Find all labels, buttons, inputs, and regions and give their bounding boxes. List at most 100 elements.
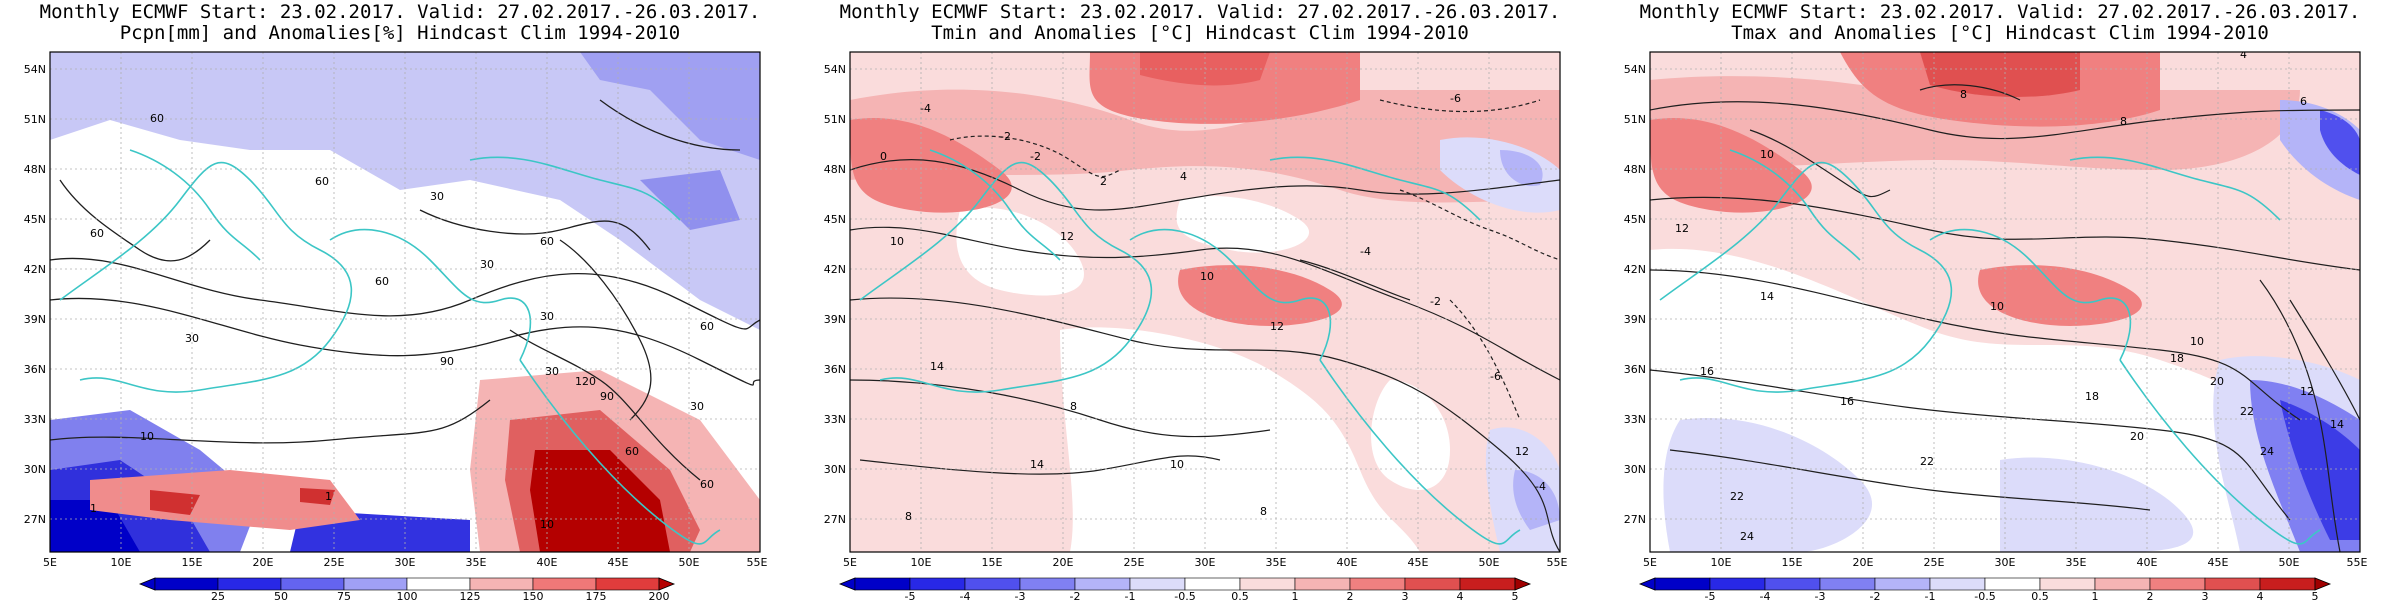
- colorbar-label: 5: [1512, 590, 1519, 600]
- contour-label: 20: [2210, 375, 2224, 388]
- colorbar-segment: [2094, 577, 2151, 591]
- contour-label: 22: [1920, 455, 1934, 468]
- lon-label: 50E: [1479, 556, 1500, 569]
- lon-label: 50E: [679, 556, 700, 569]
- colorbar-label: -3: [1815, 590, 1826, 600]
- contour-label: 10: [540, 518, 554, 531]
- colorbar-segment: [909, 577, 966, 591]
- colorbar-arrow-left: [138, 577, 156, 591]
- contour-label: 60: [540, 235, 554, 248]
- anomaly-shading: [150, 490, 200, 515]
- colorbar-arrow-right: [1514, 577, 1532, 591]
- anomaly-shading: [90, 470, 360, 530]
- contour-label: -4: [1360, 245, 1371, 258]
- contour-label-group: -6 -4 -2 0 2 -2 4 10 12 14 8 10 12 14 -4…: [880, 92, 1546, 523]
- colorbar-arrow-left: [838, 577, 856, 591]
- axis-labels: 54N 51N 48N 45N 42N 39N 36N 33N 30N 27N …: [24, 63, 768, 569]
- lat-label: 30N: [824, 463, 846, 476]
- anomaly-shading: [300, 488, 335, 505]
- colorbar-segment: [1654, 577, 1711, 591]
- contour-label: 30: [545, 365, 559, 378]
- lon-label: 40E: [2137, 556, 2158, 569]
- lon-label: 50E: [2279, 556, 2300, 569]
- panel-tmax: Monthly ECMWF Start: 23.02.2017. Valid: …: [1600, 0, 2400, 600]
- panel-title-line2: Tmax and Anomalies [°C] Hindcast Clim 19…: [1731, 22, 2269, 44]
- colorbar-label: -2: [1870, 590, 1881, 600]
- contour-label: 18: [2085, 390, 2099, 403]
- panel-title-line1: Monthly ECMWF Start: 23.02.2017. Valid: …: [839, 1, 1561, 23]
- contour-label: 8: [2120, 115, 2127, 128]
- contour-label: -4: [920, 102, 931, 115]
- contour-label: -4: [1535, 480, 1546, 493]
- map-frame: [849, 51, 1561, 553]
- coastline: [59, 149, 721, 545]
- contour-label: 60: [700, 478, 714, 491]
- lon-label: 15E: [1782, 556, 1803, 569]
- coastline: [1659, 149, 2321, 545]
- lon-label: 45E: [1408, 556, 1429, 569]
- colorbar-segment: [1929, 577, 1986, 591]
- colorbar-segment: [1294, 577, 1351, 591]
- colorbar-label: -1: [1925, 590, 1936, 600]
- colorbar-segment: [854, 577, 911, 591]
- colorbar-label: 50: [274, 590, 288, 600]
- lon-label: 10E: [1711, 556, 1732, 569]
- anomaly-shading: [2320, 110, 2360, 175]
- panel-precipitation: Monthly ECMWF Start: 23.02.2017. Valid: …: [0, 0, 800, 600]
- lon-label: 35E: [2066, 556, 2087, 569]
- colorbar-label: -2: [1070, 590, 1081, 600]
- anomaly-shading: [580, 52, 760, 160]
- colorbar-label: 1: [2092, 590, 2099, 600]
- contour-label: -6: [1490, 370, 1501, 383]
- colorbar-segment: [1074, 577, 1131, 591]
- lat-label: 54N: [1624, 63, 1646, 76]
- contour-label: 2: [1100, 175, 1107, 188]
- colorbar-label: -5: [905, 590, 916, 600]
- contour-label: 0: [880, 150, 887, 163]
- lat-label: 45N: [824, 213, 846, 226]
- contour-label: 24: [1740, 530, 1754, 543]
- axis-labels: 54N 51N 48N 45N 42N 39N 36N 33N 30N 27N …: [1624, 63, 2368, 569]
- lon-label: 45E: [2208, 556, 2229, 569]
- lon-label: 45E: [608, 556, 629, 569]
- lat-label: 30N: [1624, 463, 1646, 476]
- lon-label: 25E: [1924, 556, 1945, 569]
- contour-label: 12: [1060, 230, 1074, 243]
- lon-label: 30E: [1995, 556, 2016, 569]
- colorbar-label: 200: [649, 590, 670, 600]
- lat-label: 36N: [824, 363, 846, 376]
- anomaly-shading: [1500, 150, 1543, 186]
- contour-label: 12: [1270, 320, 1284, 333]
- lon-label: 25E: [324, 556, 345, 569]
- colorbar-arrow-right: [2314, 577, 2332, 591]
- contour-label: 120: [575, 375, 596, 388]
- colorbar-label: 125: [460, 590, 481, 600]
- coastline: [859, 149, 1521, 545]
- lon-label: 15E: [982, 556, 1003, 569]
- lon-label: 20E: [1853, 556, 1874, 569]
- colorbar-segment: [1349, 577, 1406, 591]
- panel-title-line2: Tmin and Anomalies [°C] Hindcast Clim 19…: [931, 22, 1469, 44]
- panel-tmin: Monthly ECMWF Start: 23.02.2017. Valid: …: [800, 0, 1600, 600]
- lon-label: 35E: [1266, 556, 1287, 569]
- contour-label: 60: [150, 112, 164, 125]
- contour-label: 90: [440, 355, 454, 368]
- colorbar-segment: [1459, 577, 1516, 591]
- colorbar-label: 2: [1347, 590, 1354, 600]
- panel-title-line1: Monthly ECMWF Start: 23.02.2017. Valid: …: [1639, 1, 2361, 23]
- colorbar-segment: [1129, 577, 1186, 591]
- anomaly-shading: [530, 450, 670, 552]
- contour-label: 30: [690, 400, 704, 413]
- colorbar-label: 0.5: [1231, 590, 1249, 600]
- lat-label: 42N: [24, 263, 46, 276]
- lat-label: 45N: [24, 213, 46, 226]
- contour-label: 8: [905, 510, 912, 523]
- graticule: [1650, 52, 2360, 552]
- contour-label: -6: [1450, 92, 1461, 105]
- colorbar-segment: [2039, 577, 2096, 591]
- lat-label: 36N: [1624, 363, 1646, 376]
- colorbar-segment: [1819, 577, 1876, 591]
- anomaly-shading: [640, 170, 740, 230]
- colorbar-segment: [1874, 577, 1931, 591]
- lon-label: 5E: [1643, 556, 1657, 569]
